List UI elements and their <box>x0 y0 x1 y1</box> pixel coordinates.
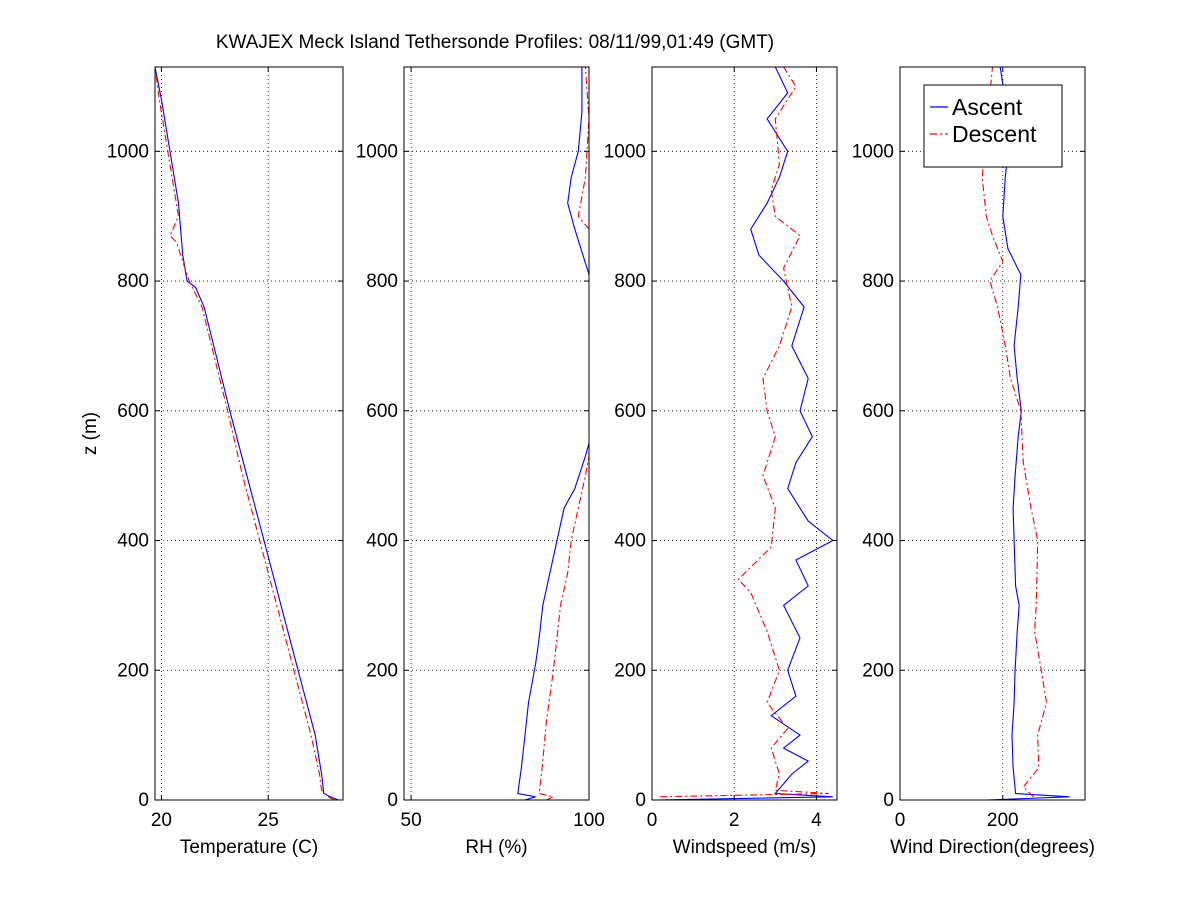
ascent-line <box>987 66 1070 801</box>
x-axis-label: Windspeed (m/s) <box>673 837 817 858</box>
axes-frame <box>403 66 590 801</box>
ascent-line <box>656 66 834 801</box>
y-tick-label: 1000 <box>604 141 646 162</box>
descent-line <box>660 66 829 798</box>
legend-label-descent: Descent <box>952 121 1037 147</box>
y-tick-label: 1000 <box>107 141 149 162</box>
axes-background <box>155 67 343 800</box>
y-tick-label: 200 <box>117 660 149 681</box>
y-tick-label: 600 <box>862 401 894 422</box>
panel-1: 0 200 400 600 800 1000 20 25 Temperature (C) z (m… <box>80 66 344 858</box>
y-tick-label: 1000 <box>852 141 894 162</box>
descent-line <box>154 66 335 801</box>
legend-label-ascent: Ascent <box>952 94 1023 120</box>
y-tick-label: 400 <box>614 531 646 552</box>
y-tick-label: 0 <box>138 790 149 811</box>
y-tick-label: 200 <box>366 660 398 681</box>
x-tick-label: 100 <box>573 810 605 831</box>
x-tick-label: 200 <box>987 810 1019 831</box>
axes-frame <box>899 66 1086 801</box>
x-axis-label: Temperature (C) <box>180 837 318 858</box>
ascent-line <box>154 66 339 801</box>
panel-2: 0 200 400 600 800 1000 50 100 RH (%) <box>356 66 605 858</box>
x-tick-label: 4 <box>811 810 822 831</box>
y-tick-label: 200 <box>862 660 894 681</box>
y-tick-label: 400 <box>117 531 149 552</box>
x-tick-label: 50 <box>401 810 422 831</box>
y-tick-label: 400 <box>862 531 894 552</box>
descent-line <box>981 66 1048 798</box>
y-tick-label: 400 <box>366 531 398 552</box>
x-axis-label: RH (%) <box>465 837 527 858</box>
y-tick-label: 1000 <box>356 141 398 162</box>
y-axis-label: z (m) <box>80 412 101 455</box>
axes-background <box>900 67 1085 800</box>
y-tick-label: 0 <box>387 790 398 811</box>
figure-title: KWAJEX Meck Island Tethersonde Profiles:… <box>215 32 775 53</box>
axes-background <box>404 67 589 800</box>
panel-3: 0 200 400 600 800 1000 0 2 4 Windspeed (m/s) <box>604 66 838 858</box>
y-tick-label: 600 <box>366 401 398 422</box>
y-tick-label: 800 <box>862 271 894 292</box>
y-tick-label: 200 <box>614 660 646 681</box>
x-tick-label: 0 <box>647 810 658 831</box>
x-tick-label: 25 <box>258 810 279 831</box>
axes-frame <box>651 66 838 801</box>
x-tick-label: 20 <box>151 810 172 831</box>
y-tick-label: 0 <box>635 790 646 811</box>
axes-frame <box>154 66 344 801</box>
y-tick-label: 600 <box>614 401 646 422</box>
legend-box <box>923 84 1063 168</box>
panel-4: 0 200 400 600 800 1000 0 200 Wind Direction(degr… <box>852 66 1095 858</box>
x-tick-label: 2 <box>729 810 740 831</box>
x-tick-label: 0 <box>895 810 906 831</box>
y-tick-label: 800 <box>614 271 646 292</box>
axes-background <box>652 67 837 800</box>
y-tick-label: 800 <box>366 271 398 292</box>
ascent-line <box>517 67 590 801</box>
y-tick-label: 800 <box>117 271 149 292</box>
descent-line <box>538 66 590 801</box>
y-tick-label: 0 <box>883 790 894 811</box>
x-axis-label: Wind Direction(degrees) <box>890 837 1095 858</box>
y-tick-label: 600 <box>117 401 149 422</box>
